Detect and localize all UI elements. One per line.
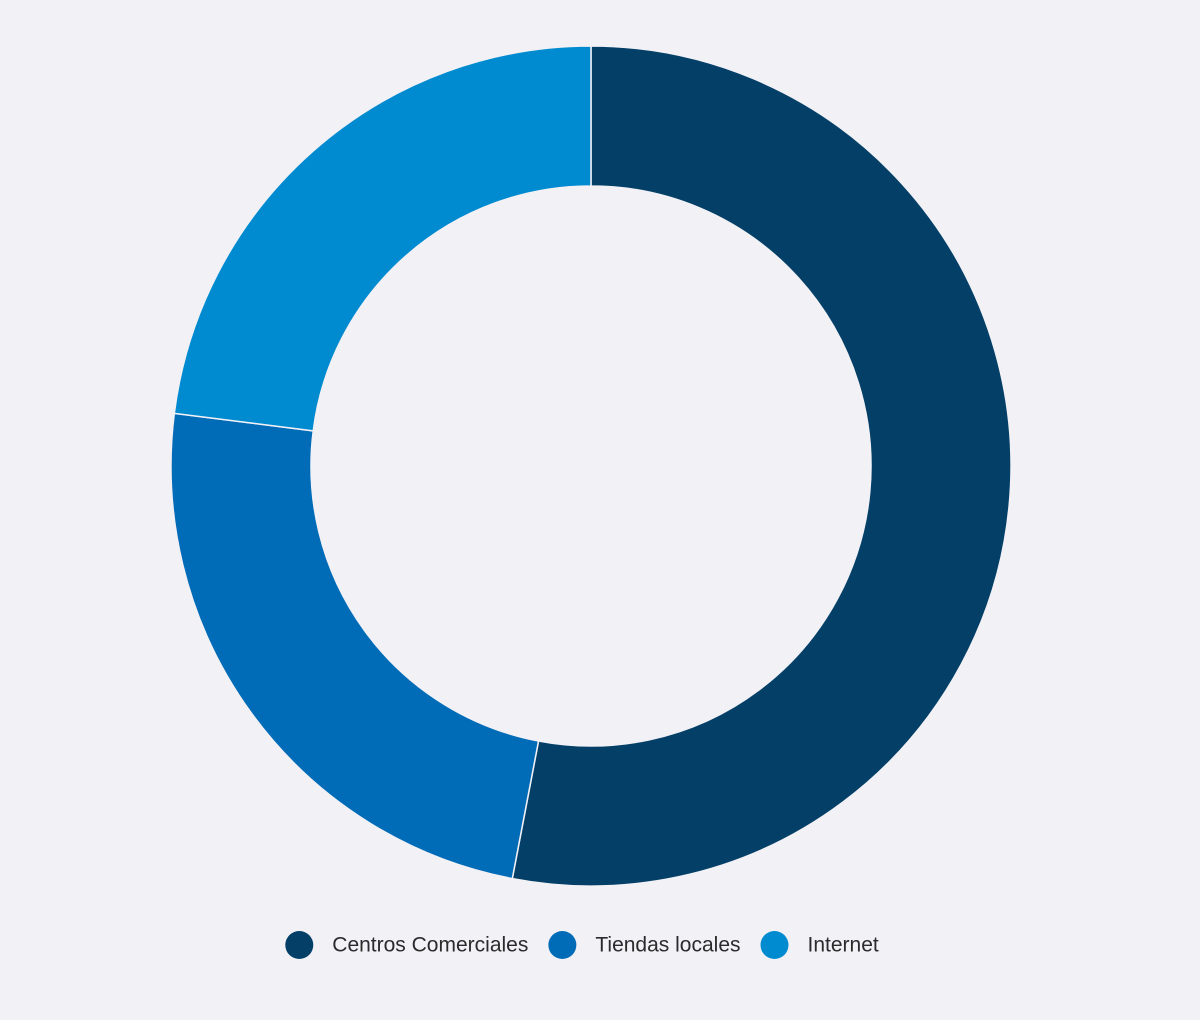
legend: Centros Comerciales Tiendas locales Intern… <box>285 931 879 959</box>
legend-marker <box>285 931 314 959</box>
legend-label: Tiendas locales <box>595 934 740 957</box>
legend-label: Centros Comerciales <box>332 934 528 957</box>
legend-label: Internet <box>808 934 879 957</box>
donut-segment <box>173 45 592 432</box>
donut-segment <box>511 45 1012 887</box>
legend-marker <box>548 931 577 959</box>
legend-marker <box>760 931 789 959</box>
donut-segment <box>170 412 540 880</box>
